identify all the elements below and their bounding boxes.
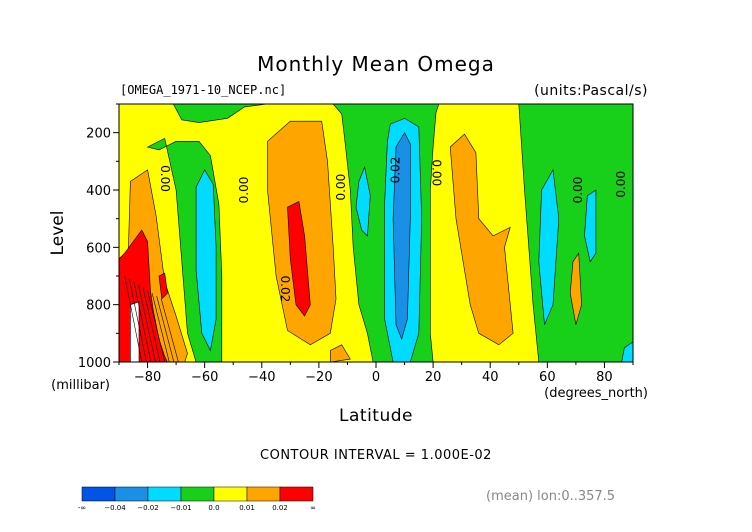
contour-region-8	[538, 168, 560, 325]
x-tick-label: 20	[425, 370, 442, 385]
contour-line	[138, 284, 156, 362]
y-tick-label: 1000	[78, 356, 111, 371]
colorbar-swatch-3	[180, 486, 215, 502]
y-tick-label: 400	[86, 184, 111, 199]
y-tick-label: 200	[86, 127, 111, 142]
contour-line	[133, 281, 152, 362]
contour-line	[128, 278, 147, 362]
contour-label-4: 0.00	[429, 159, 443, 186]
colorbar-swatch-4	[213, 486, 248, 502]
contour-label-1: 0.00	[237, 177, 251, 204]
x-tick-label: −60	[191, 370, 218, 385]
colorbar-label: −0.02	[137, 504, 158, 512]
contour-line	[156, 295, 175, 362]
colorbar-swatch-2	[147, 486, 182, 502]
contour-region-19	[158, 272, 168, 300]
contour-labels: 0.00 0.00 0.00 0.02 0.00 0.02 0.00 0.00	[158, 157, 628, 303]
contour-interval-text: CONTOUR INTERVAL = 1.000E-02	[260, 448, 492, 463]
contour-label-0: 0.00	[158, 165, 172, 192]
contour-region-10	[621, 341, 633, 362]
y-axis: 200 400 600 800 1000	[78, 103, 119, 371]
x-tick-label: 0	[372, 370, 380, 385]
x-tick-label: −20	[305, 370, 332, 385]
colorbar-swatch-1	[114, 486, 149, 502]
contour-region-9	[584, 189, 597, 263]
contour-region-5	[195, 169, 217, 352]
y-tick-label: 800	[86, 299, 111, 314]
contour-label-5: 0.02	[278, 276, 292, 303]
contour-regions	[119, 104, 633, 362]
y-axis-label: Level	[48, 211, 68, 256]
contour-region-15	[569, 252, 582, 325]
x-tick-label: 60	[539, 370, 556, 385]
x-tick-label: −80	[134, 370, 161, 385]
contour-region-16	[329, 344, 351, 362]
colorbar-label: −0.01	[170, 504, 191, 512]
contour-label-7: 0.00	[614, 171, 628, 198]
contour-label-6: 0.00	[571, 177, 585, 204]
contour-region-18	[287, 201, 311, 317]
units-label: (units:Pascal/s)	[534, 83, 648, 99]
file-label: [OMEGA_1971-10_NCEP.nc]	[120, 83, 286, 97]
colorbar-swatch-0	[81, 486, 116, 502]
colorbar-label: 0.0	[208, 504, 219, 512]
contour-line	[160, 298, 179, 362]
colorbar: -∞ −0.04 −0.02 −0.01 0.0 0.01 0.02 ∞	[78, 486, 316, 512]
contour-line	[147, 290, 165, 362]
x-tick-label: −40	[248, 370, 275, 385]
colorbar-label: −0.04	[104, 504, 126, 512]
colorbar-label: ∞	[310, 504, 316, 512]
contour-line	[124, 275, 143, 362]
contour-label-2: 0.00	[334, 174, 348, 201]
mean-note: (mean) lon:0..357.5	[486, 489, 615, 504]
y-tick-label: 600	[86, 241, 111, 256]
contour-label-3: 0.02	[388, 157, 402, 184]
x-axis: −80 −60 −40 −20 0 20 40 60 80	[118, 362, 634, 385]
colorbar-swatch-5	[246, 486, 281, 502]
colorbar-label: -∞	[78, 504, 86, 512]
x-tick-label: 80	[596, 370, 613, 385]
x-unit-label: (degrees_north)	[544, 386, 648, 401]
contour-line	[142, 287, 161, 362]
contour-region-14	[449, 133, 514, 346]
x-axis-label: Latitude	[339, 406, 413, 426]
x-tick-label: 40	[482, 370, 499, 385]
chart-title: Monthly Mean Omega	[257, 52, 495, 76]
colorbar-label: 0.02	[272, 504, 288, 512]
colorbar-label: 0.01	[239, 504, 255, 512]
y-unit-label: (millibar)	[51, 378, 110, 393]
colorbar-swatch-6	[279, 486, 314, 502]
contour-region-11	[392, 132, 411, 341]
contour-line	[151, 293, 170, 362]
contour-region-6	[355, 166, 371, 237]
